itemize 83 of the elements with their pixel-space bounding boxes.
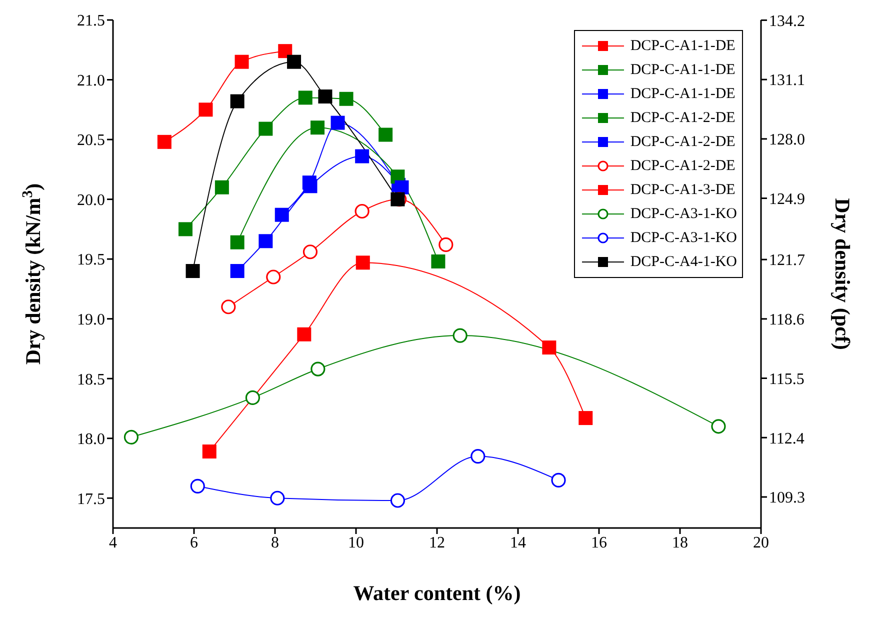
y2-tick-label: 121.7 xyxy=(769,252,805,270)
y2-tick-label: 112.4 xyxy=(769,430,804,448)
point xyxy=(234,54,249,69)
y2-tick-label: 124.9 xyxy=(769,190,805,208)
point xyxy=(356,256,370,270)
y-tick-label: 19.0 xyxy=(77,312,105,329)
y-tick-label: 21.5 xyxy=(77,12,105,30)
point xyxy=(298,90,312,105)
point xyxy=(214,180,229,194)
x-tick-label: 16 xyxy=(591,534,607,552)
legend-label: DCP-C-A4-1-KO xyxy=(630,254,737,270)
x-tick-label: 18 xyxy=(672,534,688,552)
point xyxy=(378,128,393,142)
point xyxy=(230,94,244,108)
y2-axis-title: Dry density (pcf) xyxy=(830,198,855,350)
x-tick-label: 12 xyxy=(429,534,445,552)
point xyxy=(287,54,302,69)
y2-tick-label: 131.1 xyxy=(769,72,805,90)
x-tick-label: 10 xyxy=(348,534,364,552)
x-tick-label: 6 xyxy=(190,534,198,552)
point xyxy=(303,179,318,194)
point xyxy=(202,444,216,458)
y-tick-label: 20.0 xyxy=(77,192,105,209)
point xyxy=(711,419,726,434)
point xyxy=(542,340,556,355)
point xyxy=(258,234,273,248)
point xyxy=(258,122,273,136)
point xyxy=(266,270,281,284)
point xyxy=(297,327,312,342)
y2-tick-label: 128.0 xyxy=(769,132,805,149)
point xyxy=(310,362,326,376)
point xyxy=(278,44,292,58)
y-tick-label: 18.0 xyxy=(77,431,105,448)
point xyxy=(394,180,409,194)
point xyxy=(431,254,446,268)
y2-tick-label: 134.2 xyxy=(769,12,805,30)
point xyxy=(245,390,260,406)
point xyxy=(198,102,213,117)
point xyxy=(221,300,236,314)
point xyxy=(551,472,566,488)
point xyxy=(274,208,289,222)
point xyxy=(318,90,332,104)
point xyxy=(178,222,192,236)
y-tick-label: 17.5 xyxy=(77,490,105,508)
x-tick-label: 8 xyxy=(271,534,279,552)
y-tick-label: 18.5 xyxy=(77,371,105,388)
legend-label: DCP-C-A1-2-DE xyxy=(630,110,736,126)
point xyxy=(390,493,406,508)
point xyxy=(578,411,593,426)
point xyxy=(330,116,345,130)
y-tick-label: 20.5 xyxy=(77,132,105,150)
y2-tick-label: 118.6 xyxy=(769,312,804,329)
legend-label: DCP-C-A1-2-DE xyxy=(630,158,736,174)
point xyxy=(310,120,325,135)
point xyxy=(452,328,468,343)
legend-label: DCP-C-A1-2-DE xyxy=(630,134,736,150)
y2-tick-label: 115.5 xyxy=(769,370,804,388)
point xyxy=(124,430,139,444)
legend-label: DCP-C-A3-1-KO xyxy=(630,230,737,246)
point xyxy=(302,244,318,260)
x-tick-label: 4 xyxy=(109,534,117,552)
legend-label: DCP-C-A1-1-DE xyxy=(630,86,736,102)
x-tick-label: 20 xyxy=(753,534,769,552)
point xyxy=(230,264,244,278)
point xyxy=(339,92,354,106)
x-axis-title: Water content (%) xyxy=(353,581,521,605)
point xyxy=(230,235,244,250)
point xyxy=(355,149,370,164)
point xyxy=(438,237,454,252)
y-tick-label: 21.0 xyxy=(77,72,105,90)
point xyxy=(270,490,285,506)
legend-label: DCP-C-A1-1-DE xyxy=(630,62,736,78)
point xyxy=(354,204,370,219)
point xyxy=(190,478,205,494)
point xyxy=(186,264,200,278)
y2-tick-label: 109.3 xyxy=(769,490,805,507)
point xyxy=(157,134,172,149)
x-tick-label: 14 xyxy=(510,534,526,552)
legend-label: DCP-C-A3-1-KO xyxy=(630,206,737,222)
point xyxy=(470,448,486,464)
legend-label: DCP-C-A1-1-DE xyxy=(630,38,736,54)
y-tick-label: 19.5 xyxy=(77,252,105,269)
legend-label: DCP-C-A1-3-DE xyxy=(630,182,736,198)
